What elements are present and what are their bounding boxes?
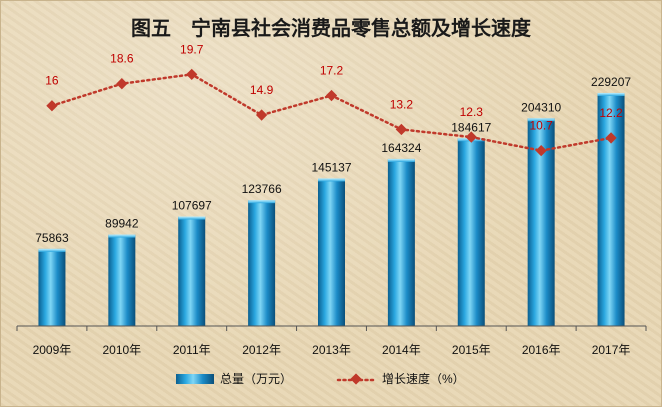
bar bbox=[597, 92, 625, 326]
bar-value-label: 107697 bbox=[172, 199, 212, 213]
x-axis-tick-label: 2016年 bbox=[522, 343, 561, 357]
growth-rate-marker bbox=[535, 144, 547, 157]
growth-rate-label: 10.7 bbox=[529, 119, 553, 133]
bar bbox=[38, 248, 66, 326]
legend-line-marker bbox=[350, 373, 362, 385]
growth-rate-marker bbox=[325, 89, 338, 102]
bar-top-highlight bbox=[318, 178, 345, 182]
bar bbox=[318, 178, 345, 326]
chart-title: 图五 宁南县社会消费品零售总额及增长速度 bbox=[131, 16, 532, 40]
bar-value-label: 229207 bbox=[591, 75, 631, 89]
x-axis-tick-label: 2009年 bbox=[33, 343, 72, 357]
growth-rate-marker bbox=[395, 123, 408, 136]
bar-value-labels: 75863 89942 107697 123766 145137 164324 184617… bbox=[35, 75, 631, 245]
bar bbox=[178, 216, 206, 326]
growth-rate-label: 12.2 bbox=[599, 106, 623, 120]
bar-top-highlight bbox=[108, 234, 136, 238]
bar-top-highlight bbox=[597, 92, 625, 96]
growth-rate-labels: 16 18.6 19.7 14.9 17.2 13.2 12.3 10.7 12.2 bbox=[45, 42, 623, 132]
x-axis-tick-labels: 2009年 2010年 2011年 2012年 2013年 2014年 2015年 2016年… bbox=[33, 343, 631, 357]
growth-rate-label: 18.6 bbox=[110, 52, 134, 66]
legend-bar-swatch bbox=[176, 374, 214, 384]
growth-rate-label: 19.7 bbox=[180, 42, 204, 56]
x-axis-tick-label: 2012年 bbox=[242, 343, 281, 357]
legend: 总量（万元） 增长速度（%） bbox=[176, 371, 465, 386]
growth-rate-label: 16 bbox=[45, 74, 59, 88]
bar-value-label: 145137 bbox=[311, 160, 351, 174]
bar-value-label: 123766 bbox=[242, 182, 282, 196]
x-axis-tick-label: 2014年 bbox=[382, 343, 421, 357]
bar-top-highlight bbox=[387, 158, 415, 162]
growth-rate-marker bbox=[465, 131, 477, 143]
bar bbox=[457, 138, 485, 326]
growth-rate-label: 14.9 bbox=[250, 83, 274, 97]
growth-rate-series bbox=[46, 68, 617, 157]
x-axis-tick-label: 2013年 bbox=[312, 343, 351, 357]
bar-value-label: 89942 bbox=[105, 217, 139, 231]
growth-rate-marker bbox=[255, 109, 268, 121]
bar bbox=[387, 158, 415, 326]
growth-rate-marker bbox=[116, 78, 128, 90]
growth-rate-marker bbox=[605, 132, 617, 144]
x-axis-ticks bbox=[16, 326, 647, 331]
bar-top-highlight bbox=[38, 248, 66, 252]
growth-rate-label: 13.2 bbox=[390, 97, 414, 111]
bar-value-label: 204310 bbox=[521, 100, 561, 114]
bar-top-highlight bbox=[178, 216, 206, 220]
legend-bar-label: 总量（万元） bbox=[220, 372, 292, 386]
growth-rate-label: 12.3 bbox=[460, 105, 484, 119]
growth-rate-label: 17.2 bbox=[320, 64, 344, 78]
x-axis-tick-label: 2017年 bbox=[592, 343, 631, 357]
bar bbox=[108, 234, 136, 326]
x-axis-tick-label: 2010年 bbox=[102, 343, 141, 357]
x-axis-tick-label: 2015年 bbox=[452, 343, 491, 357]
bar-value-label: 75863 bbox=[35, 231, 69, 245]
growth-rate-marker bbox=[186, 68, 198, 81]
bar-value-label: 184617 bbox=[451, 120, 491, 134]
bar-top-highlight bbox=[248, 200, 276, 204]
growth-rate-marker bbox=[46, 100, 58, 112]
bar bbox=[248, 200, 276, 326]
x-axis-tick-label: 2011年 bbox=[173, 343, 211, 357]
bar-value-label: 164324 bbox=[381, 141, 421, 155]
legend-line-label: 增长速度（%） bbox=[382, 371, 465, 386]
bar-top-highlight bbox=[527, 118, 555, 122]
